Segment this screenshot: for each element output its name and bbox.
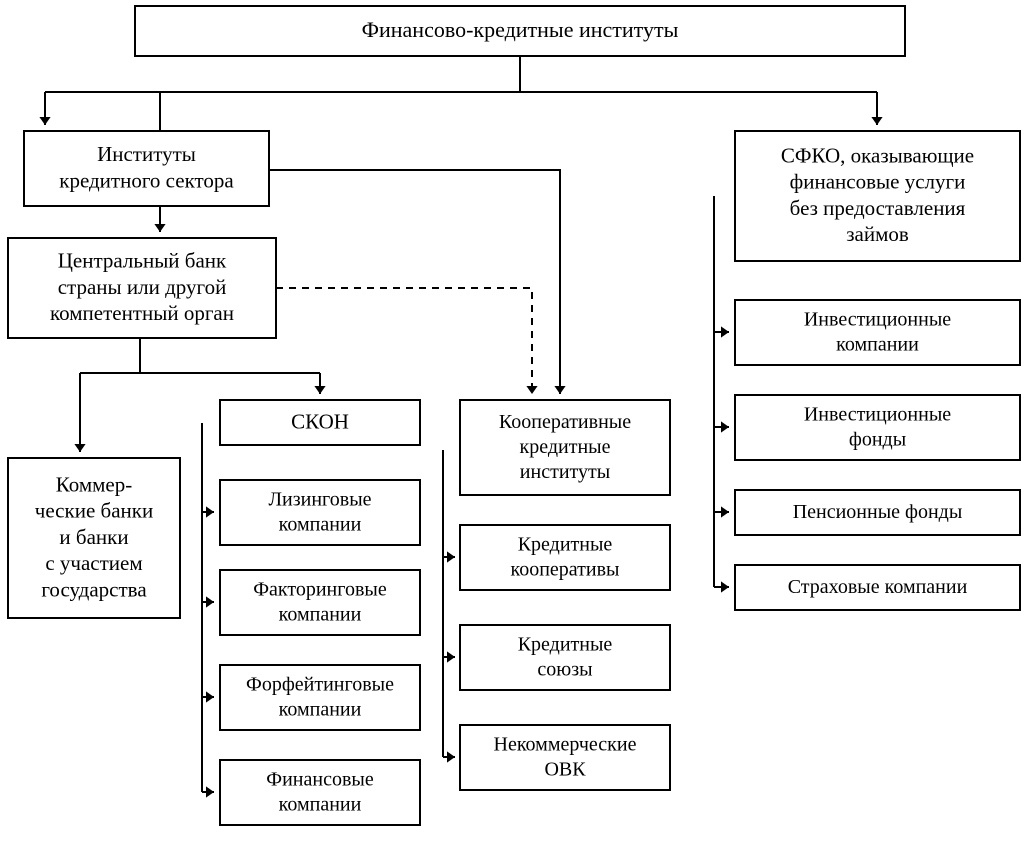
node-label: ческие банки: [35, 499, 153, 523]
node-label: Институты: [97, 142, 196, 166]
node-label: фонды: [849, 429, 906, 451]
arrowhead-icon: [206, 691, 214, 702]
arrowhead-icon: [721, 506, 729, 517]
node-label: Форфейтинговые: [246, 674, 394, 696]
node-label: и банки: [59, 525, 128, 549]
node-label: государства: [41, 577, 147, 601]
node-label: Лизинговые: [268, 489, 371, 511]
node-label: Пенсионные фонды: [793, 501, 963, 523]
arrowhead-icon: [721, 421, 729, 432]
node-investfund: Инвестиционные фонды: [735, 395, 1020, 460]
edge: [269, 170, 560, 394]
node-credit: Институтыкредитного сектора: [24, 131, 269, 206]
edge: [443, 450, 455, 757]
arrowhead-icon: [74, 444, 85, 452]
node-label: кредитные: [520, 436, 611, 458]
edge: [45, 56, 877, 131]
node-label: компании: [279, 699, 362, 721]
node-label: Финансовые: [266, 769, 374, 791]
node-label: компании: [279, 514, 362, 536]
diagram-container: Финансово-кредитные институтыИнститутыкр…: [0, 0, 1034, 865]
node-leasing: Лизинговые компании: [220, 480, 420, 545]
node-label: Коммер-: [56, 472, 132, 496]
node-label: страны или другой: [58, 275, 227, 299]
node-label: Некоммерческие: [494, 734, 637, 756]
node-label: компетентный орган: [50, 301, 234, 325]
arrowhead-icon: [721, 581, 729, 592]
arrowhead-icon: [554, 386, 565, 394]
node-pension: Пенсионные фонды: [735, 490, 1020, 535]
node-label: кооперативы: [511, 559, 620, 581]
node-forfeit: Форфейтинговые компании: [220, 665, 420, 730]
node-nonprofit: Некоммерческие ОВК: [460, 725, 670, 790]
node-label: компании: [279, 794, 362, 816]
edge: [714, 196, 729, 587]
node-label: Инвестиционные: [804, 404, 951, 426]
node-investcomp: Инвестиционные компании: [735, 300, 1020, 365]
node-label: Кредитные: [518, 634, 613, 656]
edge: [202, 423, 214, 792]
node-root: Финансово-кредитные институты: [135, 6, 905, 56]
node-label: компании: [279, 604, 362, 626]
arrowhead-icon: [314, 386, 325, 394]
node-sfko: СФКО, оказывающие финансовые услугибез пр…: [735, 131, 1020, 261]
node-label: союзы: [537, 659, 592, 681]
arrowhead-icon: [206, 596, 214, 607]
node-label: компании: [836, 334, 919, 356]
node-label: Кредитные: [518, 534, 613, 556]
node-label: институты: [520, 461, 610, 483]
node-insurance: Страховые компании: [735, 565, 1020, 610]
node-label: с участием: [45, 551, 142, 575]
node-coopinst: Кооперативные кредитные институты: [460, 400, 670, 495]
node-central: Центральный банкстраны или другойкомпете…: [8, 238, 276, 338]
node-fincomp: Финансовые компании: [220, 760, 420, 825]
node-label: кредитного сектора: [59, 168, 234, 192]
node-label: Страховые компании: [788, 576, 968, 598]
node-label: СКОН: [291, 409, 349, 433]
node-commerc: Коммер-ческие банкии банкис участиемгосу…: [8, 458, 180, 618]
node-creditunion: Кредитные союзы: [460, 625, 670, 690]
node-label: ОВК: [544, 759, 586, 781]
node-label: займов: [846, 222, 909, 246]
node-factoring: Факторинговые компании: [220, 570, 420, 635]
node-creditcoop: Кредитные кооперативы: [460, 525, 670, 590]
arrowhead-icon: [206, 786, 214, 797]
arrowhead-icon: [206, 506, 214, 517]
node-label: без предоставления: [790, 196, 966, 220]
arrowhead-icon: [871, 117, 882, 125]
arrowhead-icon: [447, 751, 455, 762]
node-label: СФКО, оказывающие: [781, 143, 974, 167]
node-label: финансовые услуги: [790, 170, 966, 194]
node-label: Кооперативные: [499, 411, 631, 433]
arrowhead-icon: [39, 117, 50, 125]
node-skon: СКОН: [220, 400, 420, 445]
arrowhead-icon: [526, 386, 537, 394]
diagram-svg: Финансово-кредитные институтыИнститутыкр…: [0, 0, 1034, 865]
arrowhead-icon: [154, 224, 165, 232]
edge: [276, 288, 532, 394]
arrowhead-icon: [721, 326, 729, 337]
arrowhead-icon: [447, 651, 455, 662]
node-label: Финансово-кредитные институты: [362, 17, 679, 42]
node-label: Инвестиционные: [804, 309, 951, 331]
node-label: Центральный банк: [58, 249, 227, 273]
node-label: Факторинговые: [253, 579, 387, 601]
arrowhead-icon: [447, 551, 455, 562]
